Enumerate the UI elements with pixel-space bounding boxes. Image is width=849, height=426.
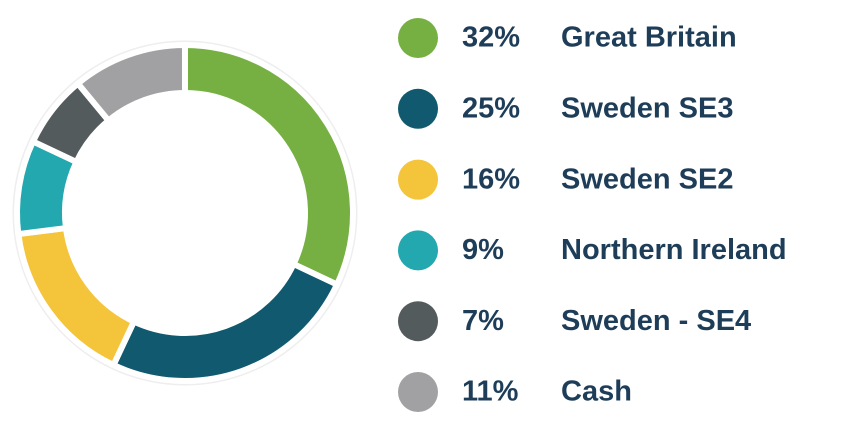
legend-label: Sweden SE2 — [561, 163, 733, 195]
legend-swatch — [398, 301, 438, 342]
legend-swatch — [398, 372, 438, 412]
legend-label: Sweden - SE4 — [561, 305, 751, 337]
value-label: 7% — [462, 305, 504, 337]
legend-label: Northern Ireland — [561, 234, 787, 266]
legend-swatch — [398, 88, 438, 129]
value-label: 11% — [462, 376, 519, 408]
value-label: 32% — [462, 22, 520, 54]
value-label: 9% — [462, 234, 504, 266]
legend-swatch — [398, 18, 438, 58]
legend-label: Great Britain — [561, 22, 737, 54]
legend-swatch — [398, 230, 438, 271]
value-label: 25% — [462, 92, 520, 124]
donut-slice — [73, 41, 188, 125]
donut-slice — [182, 41, 356, 289]
donut-slice — [109, 260, 342, 384]
legend-label: Cash — [561, 376, 632, 408]
value-label: 16% — [462, 163, 520, 195]
legend-label: Sweden SE3 — [561, 92, 733, 124]
legend-swatch — [398, 159, 438, 200]
